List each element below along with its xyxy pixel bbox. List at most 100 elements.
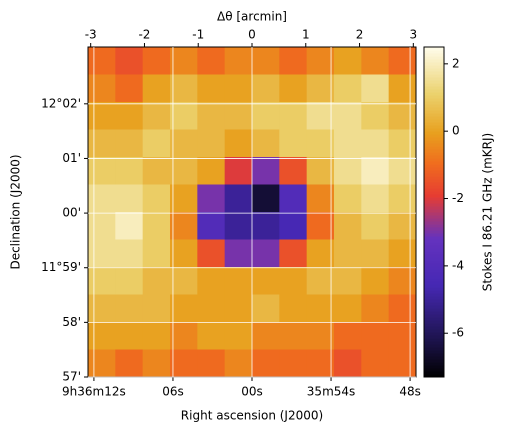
pixel: [142, 322, 171, 350]
pixel: [115, 212, 144, 240]
colorbar-swatch: [424, 278, 444, 282]
colorbar-swatch: [424, 74, 444, 78]
colorbar-swatch: [424, 77, 444, 81]
pixel: [361, 239, 390, 268]
colorbar-swatch: [424, 365, 444, 369]
pixel: [334, 47, 362, 75]
pixel: [334, 322, 362, 350]
colorbar-swatch: [424, 335, 444, 339]
top-axis-label: Δθ [arcmin]: [217, 10, 287, 24]
colorbar-swatch: [424, 281, 444, 285]
colorbar-swatch: [424, 320, 444, 324]
y-tick-label: 01': [62, 151, 81, 165]
colorbar-swatch: [424, 179, 444, 183]
colorbar-swatch: [424, 317, 444, 321]
colorbar-swatch: [424, 110, 444, 114]
pixel: [115, 349, 144, 378]
colorbar-swatch: [424, 254, 444, 258]
pixel: [197, 267, 226, 295]
pixel: [142, 74, 171, 103]
colorbar-swatch: [424, 290, 444, 294]
colorbar-swatch: [424, 89, 444, 93]
pixel: [142, 102, 171, 130]
pixel: [279, 184, 308, 213]
colorbar-swatch: [424, 293, 444, 297]
pixel: [142, 184, 171, 213]
colorbar-swatch: [424, 248, 444, 252]
y-tick-label: 00': [62, 206, 81, 220]
pixel: [252, 184, 280, 213]
colorbar-swatch: [424, 302, 444, 306]
pixel: [334, 349, 362, 378]
colorbar-swatch: [424, 47, 444, 51]
colorbar: [424, 47, 444, 378]
colorbar-swatch: [424, 272, 444, 276]
colorbar-swatch: [424, 92, 444, 96]
pixel: [252, 239, 280, 268]
x-tick-label: 06s: [162, 385, 184, 399]
pixel: [88, 294, 116, 323]
colorbar-swatch: [424, 170, 444, 174]
pixel: [279, 349, 308, 378]
colorbar-swatch: [424, 143, 444, 147]
pixel: [197, 102, 226, 130]
pixel: [279, 322, 308, 350]
colorbar-tick-label: -6: [452, 326, 464, 340]
colorbar-swatch: [424, 197, 444, 201]
colorbar-swatch: [424, 80, 444, 84]
pixel: [142, 294, 171, 323]
colorbar-swatch: [424, 362, 444, 366]
top-tick-label: -2: [138, 28, 150, 42]
pixel: [197, 129, 226, 158]
pixel: [361, 212, 390, 240]
pixel: [252, 212, 280, 240]
colorbar-swatch: [424, 56, 444, 60]
colorbar-swatch: [424, 257, 444, 261]
pixel: [388, 102, 417, 130]
pixel: [88, 322, 116, 350]
colorbar-swatch: [424, 245, 444, 249]
top-tick-label: -3: [85, 28, 97, 42]
pixel: [279, 294, 308, 323]
colorbar-swatch: [424, 251, 444, 255]
colorbar-swatch: [424, 158, 444, 162]
y-tick-label: 57': [62, 370, 81, 384]
pixel: [115, 129, 144, 158]
x-tick-label: 9h36m12s: [62, 385, 126, 399]
colorbar-swatch: [424, 131, 444, 135]
colorbar-swatch: [424, 53, 444, 57]
pixel: [224, 74, 253, 103]
pixel: [252, 349, 280, 378]
pixel: [115, 239, 144, 268]
colorbar-swatch: [424, 206, 444, 210]
image: [88, 47, 417, 378]
pixel: [197, 322, 226, 350]
pixel: [279, 47, 308, 75]
colorbar-swatch: [424, 62, 444, 66]
colorbar-frame: [423, 46, 445, 378]
pixel: [388, 74, 417, 103]
pixel: [388, 239, 417, 268]
pixel: [306, 129, 335, 158]
pixel: [252, 267, 280, 295]
pixel: [361, 157, 390, 185]
y-tick-label: 12°02': [41, 96, 81, 110]
pixel: [170, 157, 198, 185]
pixel: [142, 212, 171, 240]
pixel: [388, 322, 417, 350]
colorbar-swatch: [424, 374, 444, 378]
pixel: [224, 239, 253, 268]
colorbar-swatch: [424, 242, 444, 246]
pixel: [115, 267, 144, 295]
pixel: [88, 157, 116, 185]
colorbar-swatch: [424, 134, 444, 138]
pixel: [252, 322, 280, 350]
pixel: [197, 157, 226, 185]
colorbar-swatch: [424, 269, 444, 273]
colorbar-swatch: [424, 167, 444, 171]
pixel: [197, 74, 226, 103]
colorbar-swatch: [424, 176, 444, 180]
pixel: [306, 294, 335, 323]
colorbar-swatch: [424, 341, 444, 345]
colorbar-swatch: [424, 194, 444, 198]
